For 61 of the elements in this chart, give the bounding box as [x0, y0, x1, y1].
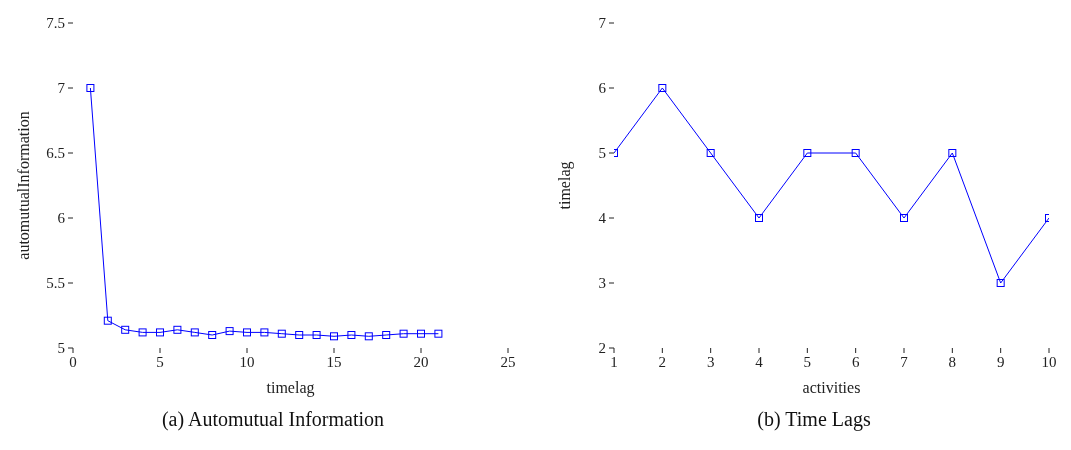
x-tick-label: 10: [239, 353, 255, 370]
y-tick-label: 5: [598, 145, 606, 162]
point: [156, 328, 164, 337]
x-tick-label: 10: [1041, 353, 1057, 370]
y-tick-label: 2: [598, 340, 606, 357]
y-tick-label: 7: [57, 80, 66, 97]
y-tick-label: 3: [598, 275, 606, 292]
point: [803, 149, 812, 157]
x-tick-label: 8: [948, 353, 957, 370]
x-tick-label: 9: [996, 353, 1005, 370]
x-tick-label: 0: [69, 353, 77, 370]
x-tick-label: 5: [156, 353, 164, 370]
y-axis-title: automutualInformation: [14, 111, 32, 260]
y-tick-label: 6.5: [46, 145, 65, 162]
y-tick-label: 5: [57, 340, 65, 357]
y-tick-label: 7: [598, 15, 607, 32]
text: (a) Automutual Information: [160, 408, 386, 431]
point: [208, 331, 217, 339]
point: [225, 327, 234, 336]
point: [399, 329, 408, 338]
point: [948, 149, 957, 157]
point: [658, 84, 667, 92]
point: [243, 328, 251, 337]
x-tick-label: 1: [610, 353, 618, 370]
x-tick-label: 15: [326, 353, 342, 370]
y-axis-title: timelag: [555, 161, 574, 210]
point: [121, 325, 130, 334]
point: [347, 331, 356, 339]
text: (b) Time Lags: [756, 408, 872, 431]
x-tick-label: 2: [658, 353, 667, 370]
point: [138, 328, 147, 337]
x-tick-label: 3: [706, 353, 715, 370]
point: [277, 329, 286, 338]
point: [417, 329, 425, 338]
point: [103, 316, 112, 325]
y-tick-label: 6: [598, 80, 607, 97]
point: [312, 331, 321, 339]
x-tick-label: 7: [900, 353, 909, 370]
point: [706, 149, 715, 157]
point: [260, 328, 269, 337]
point: [851, 149, 860, 157]
y-tick-label: 4: [598, 210, 607, 227]
x-tick-label: 20: [413, 353, 429, 370]
point: [996, 279, 1005, 287]
point: [330, 332, 338, 341]
x-tick-label: 25: [500, 353, 516, 370]
point: [86, 84, 95, 92]
point: [173, 325, 182, 334]
x-tick-label: 6: [851, 353, 860, 370]
point: [364, 332, 373, 341]
x-axis-title: timelag: [266, 379, 315, 397]
x-axis-title: activities: [802, 379, 861, 396]
point: [434, 329, 443, 338]
x-tick-label: 4: [755, 353, 764, 370]
x-tick-label: 5: [803, 353, 812, 370]
point: [190, 328, 199, 337]
y-tick-label: 7.5: [46, 15, 65, 32]
y-tick-label: 5.5: [46, 275, 65, 292]
y-tick-label: 6: [57, 210, 66, 227]
point: [382, 331, 391, 339]
point: [295, 331, 304, 339]
